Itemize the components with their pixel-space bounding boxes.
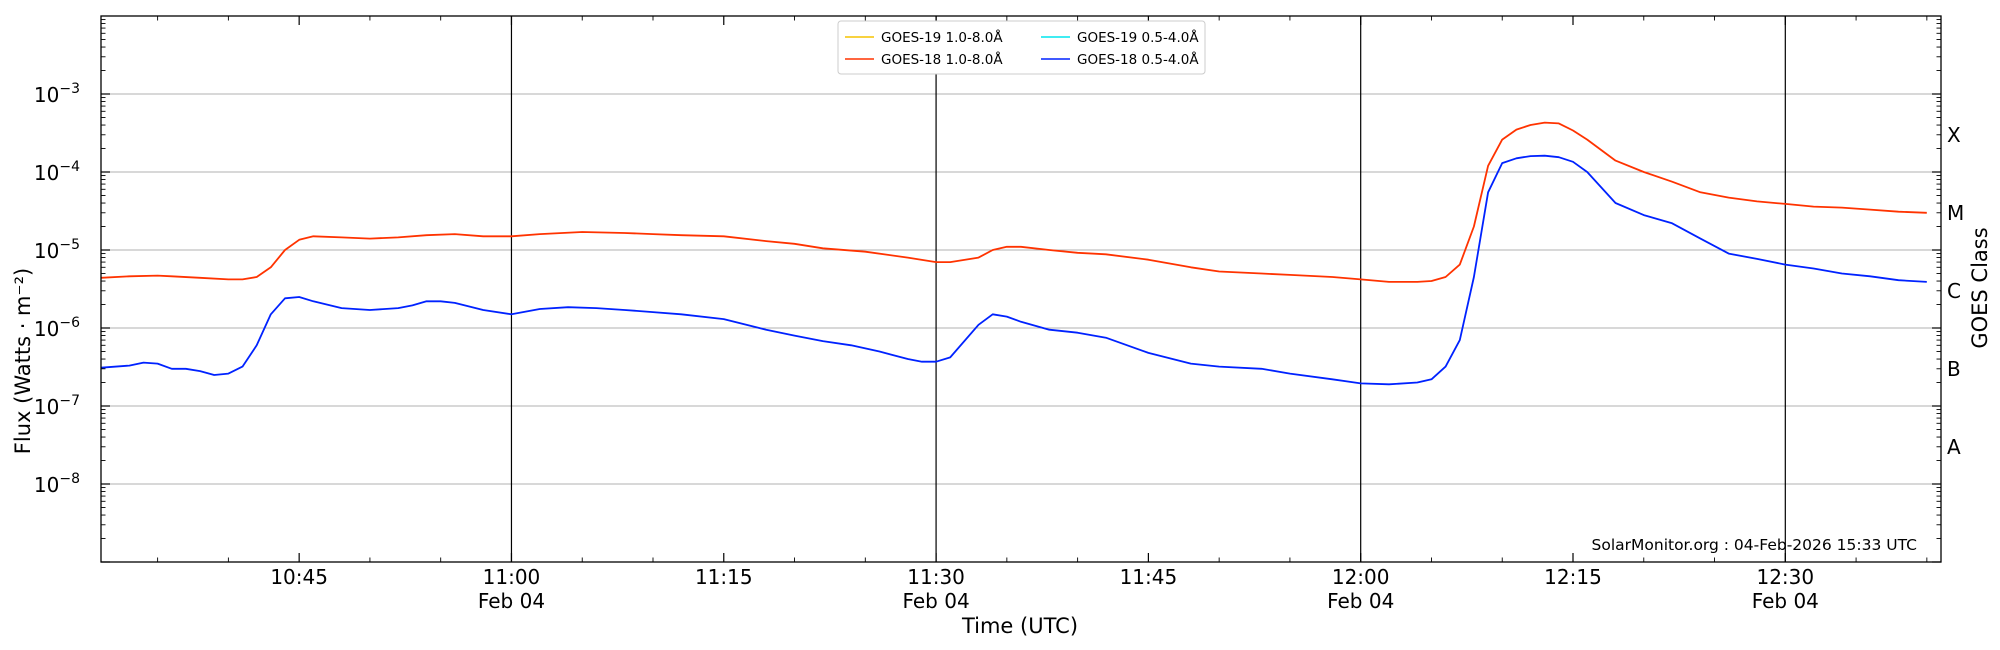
y-tick-label: 10−8 xyxy=(34,471,80,497)
goes-class-label: A xyxy=(1947,435,1961,459)
source-credit: SolarMonitor.org : 04-Feb-2026 15:33 UTC xyxy=(1592,536,1917,554)
legend-label-goes19-long: GOES-19 1.0-8.0Å xyxy=(881,29,1003,46)
y-tick-label: 10−5 xyxy=(34,237,80,263)
data-series xyxy=(100,121,1927,386)
series-line-3 xyxy=(100,154,1927,386)
series-line-2 xyxy=(100,121,1927,283)
x-tick-label: 12:15 xyxy=(1544,565,1602,589)
legend-label-goes18-short: GOES-18 0.5-4.0Å xyxy=(1077,51,1199,68)
day-marker-lines xyxy=(510,16,1786,562)
x-tick-label: 12:00 xyxy=(1332,565,1390,589)
goes-class-label: X xyxy=(1947,123,1961,147)
goes-class-label: B xyxy=(1947,357,1961,381)
right-axis-title: GOES Class xyxy=(1968,227,1992,348)
y-tick-label: 10−7 xyxy=(34,393,80,419)
y-tick-label: 10−4 xyxy=(34,159,80,185)
legend: GOES-19 1.0-8.0Å GOES-18 1.0-8.0Å GOES-1… xyxy=(837,20,1206,75)
plot-frame xyxy=(100,15,1942,563)
x-tick-date-label: Feb 04 xyxy=(478,589,545,613)
x-tick-date-label: Feb 04 xyxy=(1752,589,1819,613)
goes-class-label: M xyxy=(1947,201,1964,225)
x-tick-date-label: Feb 04 xyxy=(902,589,969,613)
grid-lines xyxy=(101,93,1941,485)
y-axis-title: Flux (Watts · m⁻²) xyxy=(11,268,35,454)
legend-box xyxy=(837,20,1206,75)
x-tick-label: 11:00 xyxy=(483,565,541,589)
legend-label-goes18-long: GOES-18 1.0-8.0Å xyxy=(881,51,1003,68)
x-tick-label: 11:30 xyxy=(907,565,965,589)
y-tick-label: 10−3 xyxy=(34,81,80,107)
x-tick-date-label: Feb 04 xyxy=(1327,589,1394,613)
legend-label-goes19-short: GOES-19 0.5-4.0Å xyxy=(1077,29,1199,46)
x-axis-title: Time (UTC) xyxy=(961,614,1078,638)
goes-class-labels: A B C M X xyxy=(1947,123,1964,459)
x-tick-label: 11:45 xyxy=(1120,565,1178,589)
goes-class-label: C xyxy=(1947,279,1961,303)
x-tick-label: 10:45 xyxy=(270,565,328,589)
x-tick-label: 12:30 xyxy=(1756,565,1814,589)
x-tick-label: 11:15 xyxy=(695,565,753,589)
y-tick-label: 10−6 xyxy=(34,315,80,341)
y-axis-ticks: 10−8 10−7 10−6 10−5 10−4 10−3 xyxy=(34,19,1941,563)
